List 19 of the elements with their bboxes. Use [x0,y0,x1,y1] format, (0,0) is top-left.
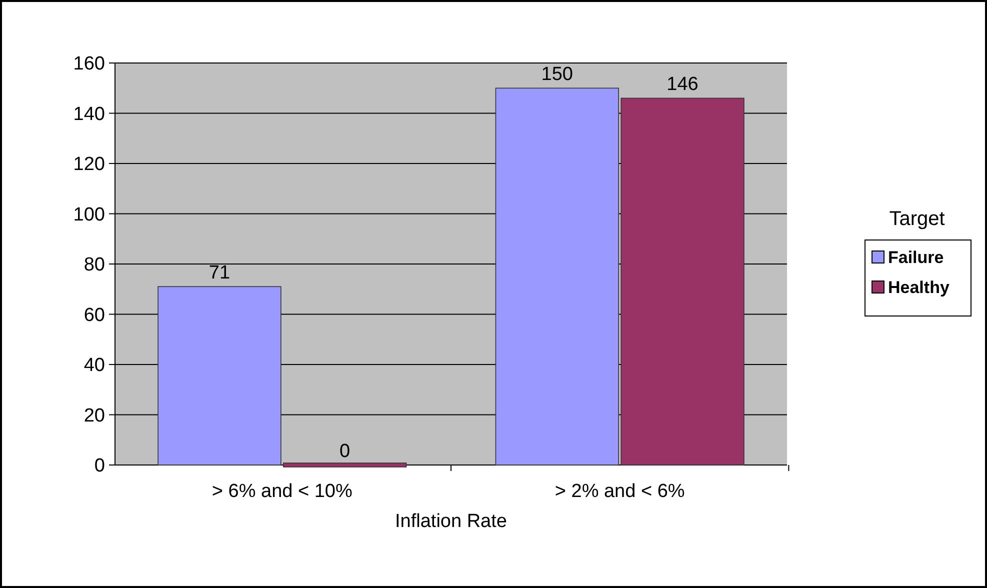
data-label: 150 [541,64,574,86]
data-label: 0 [340,441,350,462]
y-tick-label: 160 [73,54,105,75]
legend-label: Healthy [888,278,950,297]
x-tick-label: > 6% and < 10% [212,481,353,502]
y-tick-label: 20 [84,405,105,426]
y-tick-label: 100 [73,204,105,226]
legend-title: Target [889,208,946,230]
y-tick-label: 120 [73,154,105,176]
y-tick-label: 40 [84,355,105,376]
data-label: 71 [208,262,230,284]
x-tick-label: > 2% and < 6% [554,481,685,502]
y-tick-label: 60 [84,304,105,326]
data-label: 146 [666,74,698,96]
y-tick-label: 80 [84,254,105,276]
y-tick-label: 140 [73,104,105,125]
y-tick-label: 0 [94,456,105,477]
legend-label: Failure [888,248,944,267]
x-axis-title: Inflation Rate [395,511,507,532]
